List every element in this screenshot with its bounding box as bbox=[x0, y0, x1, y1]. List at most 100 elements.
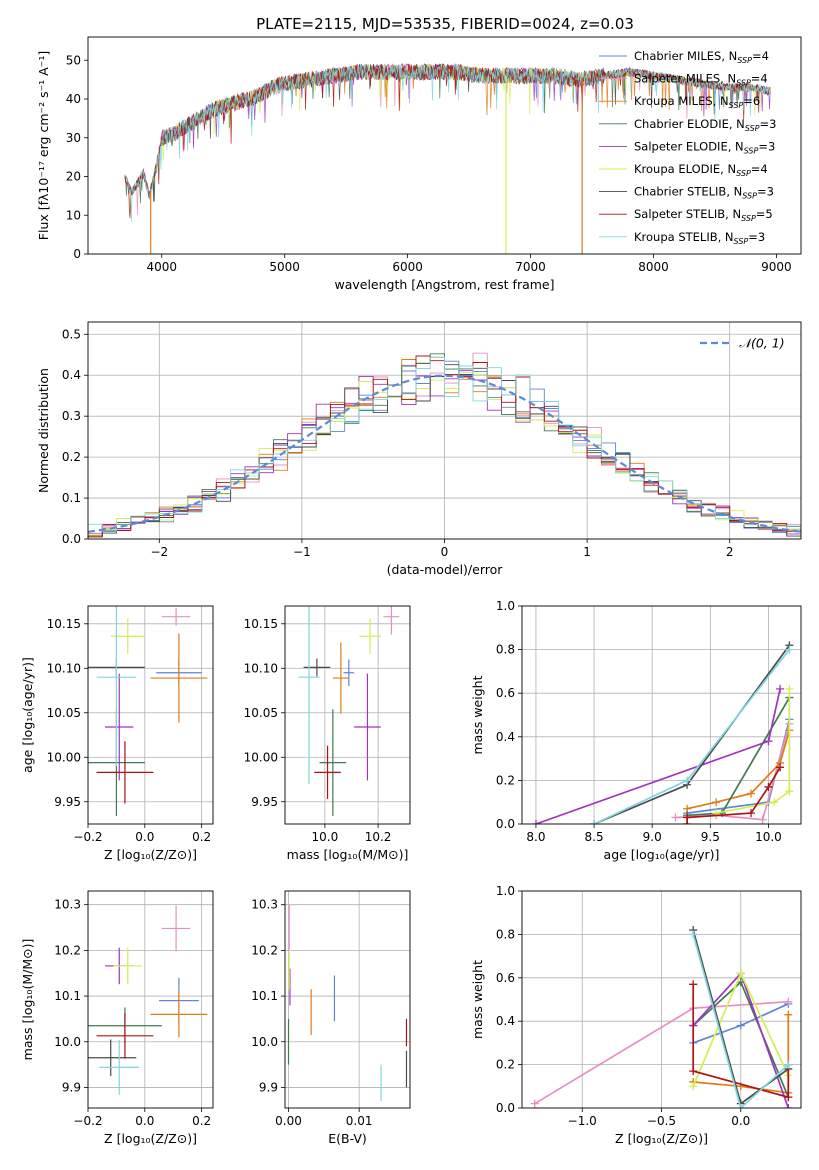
chart-mass-weight-vs-Z: −1.0 −0.5 0.0 0.0 0.2 0.4 0.6 0.8 1.0 Z [log₁₀(Z/… bbox=[470, 884, 802, 1146]
weight-marker bbox=[689, 1067, 698, 1076]
legend-label-tail: =4 bbox=[751, 162, 768, 176]
chart-mass-vs-EBV: 0.00 0.01 9.9 10.0 10.1 10.2 10.3 E(B-V) bbox=[251, 890, 411, 1146]
legend-label-sub: SSP bbox=[744, 146, 759, 155]
axes-frame bbox=[87, 890, 214, 1109]
weight-series-kroupa-elodie bbox=[712, 684, 794, 818]
legend-label-tail: =3 bbox=[757, 185, 774, 199]
chart-age-vs-mass: 10.0 10.2 9.95 10.00 10.05 10.10 10.15 mass [lo… bbox=[244, 605, 411, 862]
y-tick-label: 0.5 bbox=[62, 327, 81, 341]
y-axis-label: Normed distribution bbox=[36, 368, 51, 493]
chart-age-vs-Z: −0.2 0.0 0.2 9.95 10.00 10.05 10.10 10.15 Z [log… bbox=[20, 605, 214, 862]
x-tick-label: −2 bbox=[150, 545, 168, 559]
errorbar-salpeter-stelib bbox=[314, 745, 341, 800]
plot-area bbox=[88, 606, 213, 824]
weight-marker bbox=[776, 763, 785, 772]
legend-label-tail: =3 bbox=[760, 117, 777, 131]
weight-marker bbox=[590, 820, 599, 824]
errorbar-kroupa-miles bbox=[150, 633, 208, 723]
weight-line bbox=[715, 688, 791, 814]
weight-marker bbox=[530, 1099, 539, 1108]
weight-marker bbox=[736, 1021, 745, 1030]
legend-label-main: Kroupa ELODIE, N bbox=[634, 162, 736, 176]
chart-mass-weight-vs-age: 8.0 8.5 9.0 9.5 10.0 0.0 0.2 0.4 0.6 0.8 1.0 age [l… bbox=[470, 599, 802, 862]
legend-label-sub: SSP bbox=[745, 124, 760, 133]
plot-area bbox=[522, 891, 801, 1108]
legend-label-main: Salpeter MILES, N bbox=[634, 72, 736, 86]
normal-curve bbox=[88, 374, 801, 533]
y-tick-label: 10.10 bbox=[244, 661, 278, 675]
x-tick-label: −0.5 bbox=[647, 1114, 676, 1128]
y-tick-label: 20 bbox=[66, 170, 81, 184]
legend-label-tail: =4 bbox=[752, 49, 769, 63]
y-tick-label: 0.1 bbox=[62, 491, 81, 505]
weight-marker bbox=[683, 813, 692, 822]
errorbar-kroupa-miles bbox=[332, 642, 349, 714]
y-tick-label: 10.05 bbox=[244, 706, 278, 720]
legend-entry: Kroupa ELODIE, NSSP=4 bbox=[634, 162, 768, 178]
y-tick-label: 0.2 bbox=[62, 450, 81, 464]
errorbar-salpeter-miles bbox=[383, 606, 400, 635]
legend-label-sub: SSP bbox=[736, 79, 751, 88]
y-tick-label: 9.9 bbox=[62, 1080, 81, 1094]
errorbar-salpeter-elodie bbox=[354, 673, 381, 781]
legend-label-sub: SSP bbox=[742, 192, 757, 201]
histogram-kroupa-stelib bbox=[88, 356, 801, 537]
weight-series-kroupa-stelib bbox=[590, 645, 794, 824]
weight-marker bbox=[689, 1082, 698, 1091]
x-axis-label: (data-model)/error bbox=[387, 562, 504, 577]
legend-entry: Chabrier ELODIE, NSSP=3 bbox=[634, 117, 776, 133]
y-tick-label: 30 bbox=[66, 131, 81, 145]
x-tick-label: 0.2 bbox=[192, 1114, 211, 1128]
y-tick-label: 10.2 bbox=[251, 943, 278, 957]
y-tick-label: 0.6 bbox=[496, 686, 515, 700]
x-tick-label: 9000 bbox=[761, 260, 792, 274]
chart-mass-vs-Z: −0.2 0.0 0.2 9.9 10.0 10.1 10.2 10.3 Z [log₁₀(Z/… bbox=[20, 890, 214, 1146]
x-tick-label: 0.0 bbox=[135, 830, 154, 844]
legend-label-tail: =5 bbox=[756, 207, 773, 221]
y-tick-label: 40 bbox=[66, 92, 81, 106]
y-tick-label: 0.6 bbox=[496, 971, 515, 985]
x-tick-label: 0.0 bbox=[135, 1114, 154, 1128]
y-tick-label: 10.15 bbox=[244, 617, 278, 631]
y-tick-label: 10.0 bbox=[54, 1035, 81, 1049]
spectrum-line-salpeter-stelib bbox=[124, 63, 771, 218]
y-tick-label: 10.15 bbox=[47, 617, 81, 631]
plot-area bbox=[88, 891, 213, 1108]
errorbar-chabrier-stelib bbox=[303, 658, 331, 677]
legend-label-sub: SSP bbox=[737, 56, 752, 65]
weight-marker bbox=[747, 789, 756, 798]
x-axis-label: Z [log₁₀(Z/Z⊙)] bbox=[615, 1131, 708, 1146]
figure-title: PLATE=2115, MJD=53535, FIBERID=0024, z=0… bbox=[256, 15, 634, 33]
weight-line bbox=[692, 934, 789, 1108]
y-tick-label: 10.3 bbox=[54, 898, 81, 912]
y-tick-label: 9.95 bbox=[54, 795, 81, 809]
legend-label-sub: SSP bbox=[741, 214, 756, 223]
errorbar-chabrier-miles bbox=[343, 659, 355, 687]
y-tick-label: 9.95 bbox=[251, 795, 278, 809]
legend-entry: Chabrier MILES, NSSP=4 bbox=[634, 49, 769, 65]
x-axis-label: mass [log₁₀(M/M⊙)] bbox=[287, 847, 409, 862]
weight-marker bbox=[736, 1104, 745, 1108]
y-tick-label: 50 bbox=[66, 53, 81, 67]
x-axis-label: age [log₁₀(age/yr)] bbox=[604, 847, 720, 862]
y-tick-label: 0.0 bbox=[496, 817, 515, 831]
weight-marker bbox=[785, 787, 794, 796]
plot-area bbox=[522, 606, 801, 824]
legend-entry: Salpeter ELODIE, NSSP=3 bbox=[634, 139, 775, 155]
weight-marker bbox=[736, 969, 745, 978]
weight-marker bbox=[785, 645, 794, 654]
y-tick-label: 10 bbox=[66, 208, 81, 222]
x-tick-label: 0.00 bbox=[275, 1114, 302, 1128]
weight-line bbox=[693, 1014, 790, 1094]
legend-label-sub: SSP bbox=[729, 101, 744, 110]
y-axis-label: age [log₁₀(age/yr)] bbox=[20, 657, 35, 773]
chart-residuals: −2 −1 0 1 2 0.0 0.1 0.2 0.3 0.4 0.5 (data-model)/er… bbox=[36, 321, 802, 577]
y-tick-label: 9.9 bbox=[259, 1080, 278, 1094]
weight-marker bbox=[764, 782, 773, 791]
y-tick-label: 10.1 bbox=[54, 989, 81, 1003]
x-tick-label: 1 bbox=[583, 545, 591, 559]
legend-entry: Salpeter MILES, NSSP=4 bbox=[634, 72, 768, 88]
x-tick-label: 10.2 bbox=[365, 830, 392, 844]
weight-series-salpeter-elodie bbox=[531, 684, 785, 824]
